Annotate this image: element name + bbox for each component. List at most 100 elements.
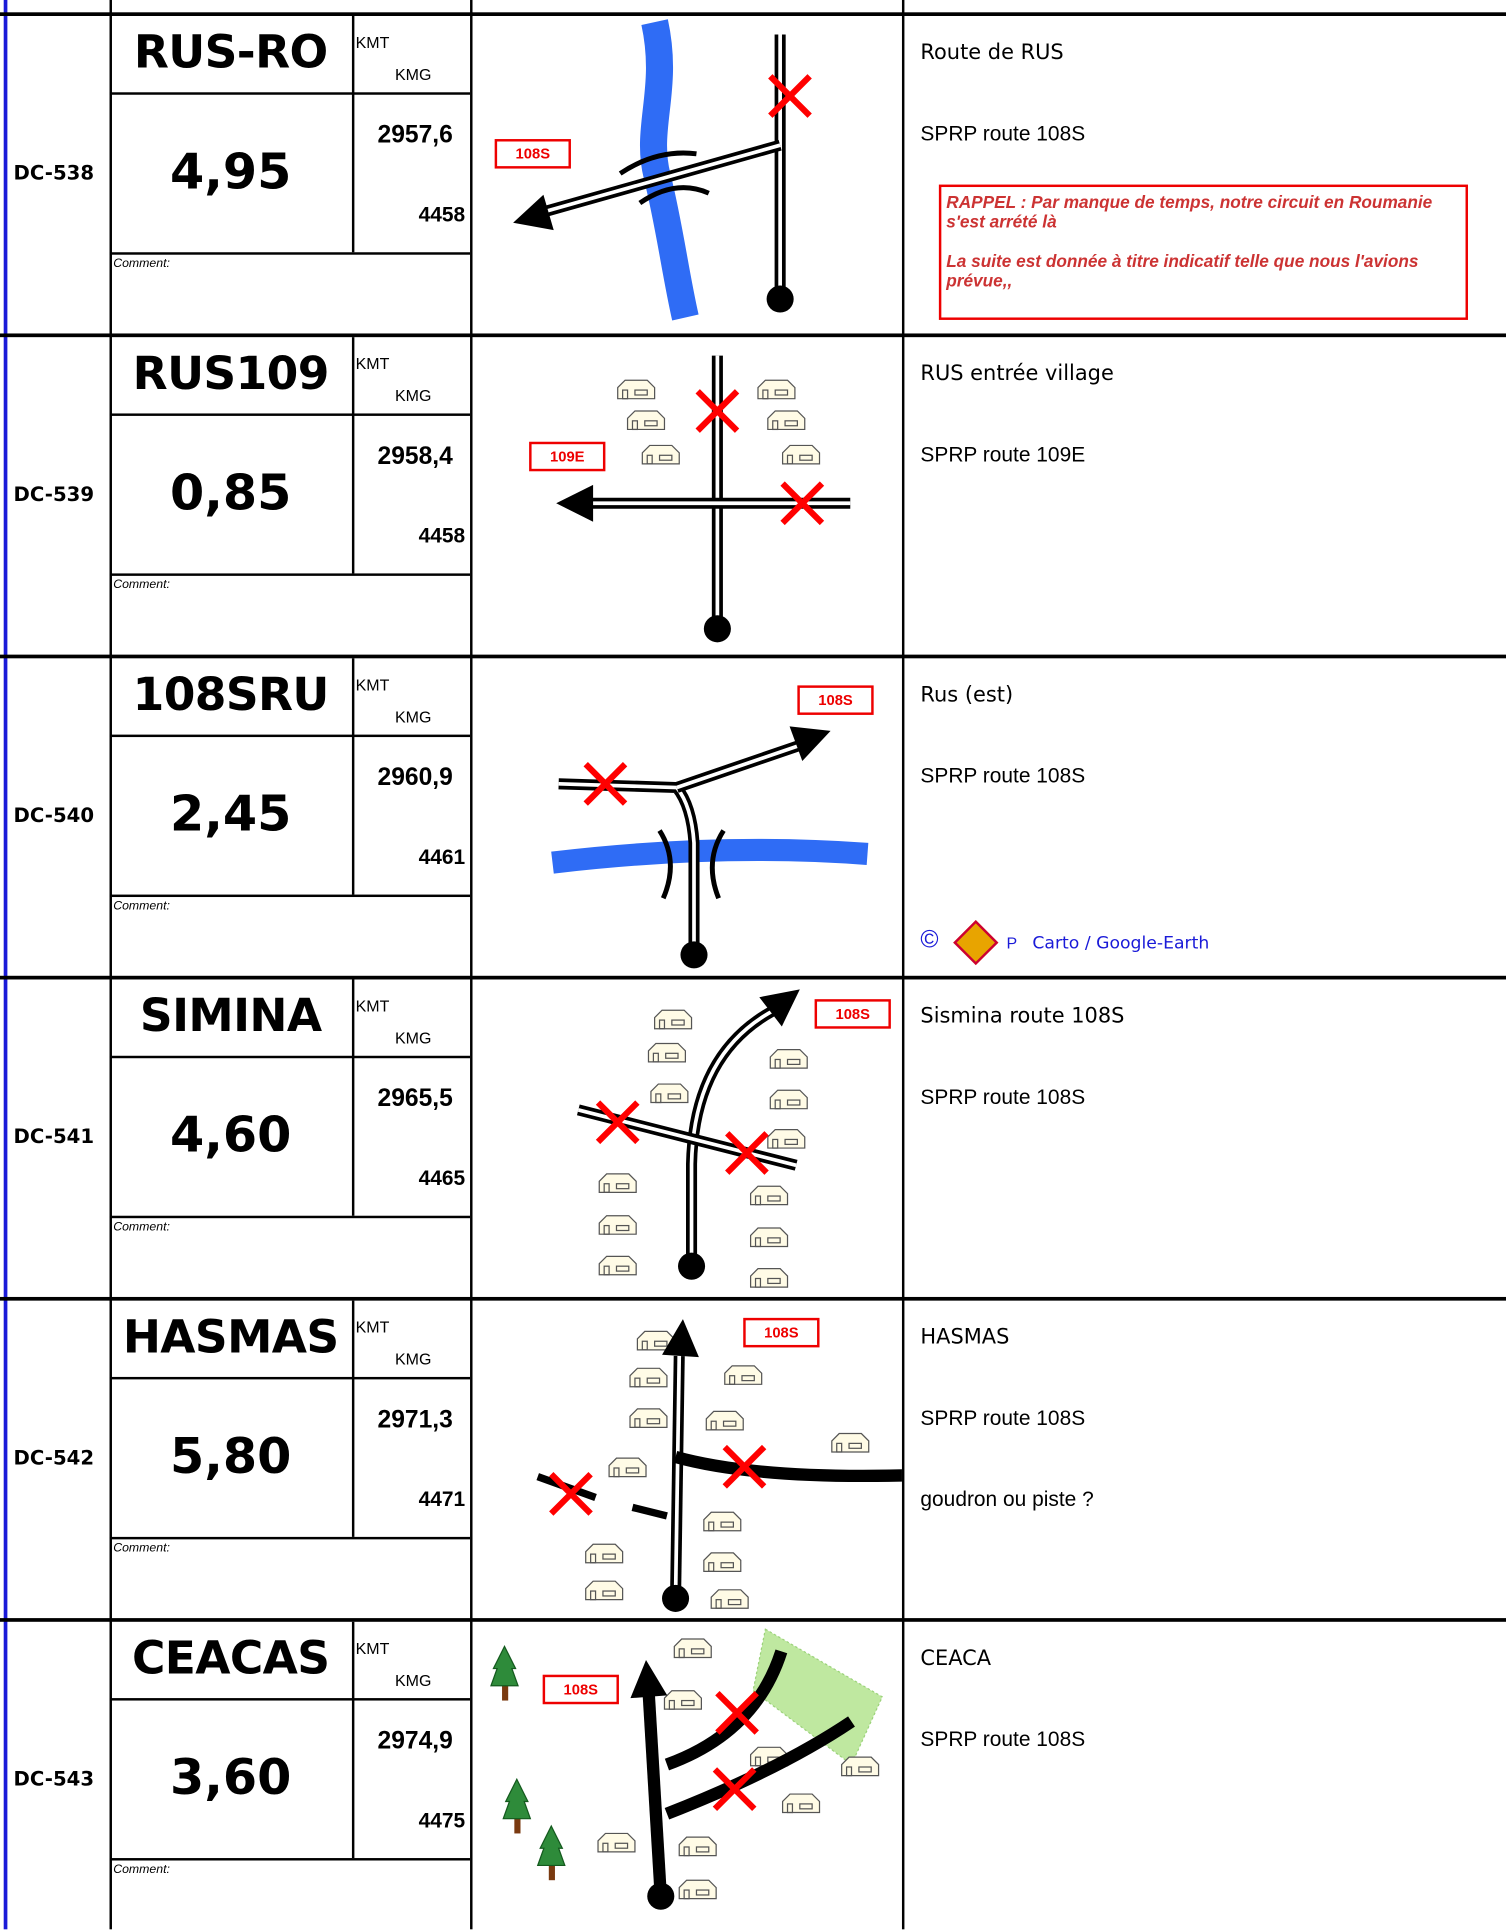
note: SPRP route 108S xyxy=(920,1406,1086,1430)
arrow-head xyxy=(759,989,800,1027)
house-window xyxy=(658,454,673,461)
entry-id: DC-541 xyxy=(13,1124,95,1149)
house-door xyxy=(683,1846,690,1857)
cell-line xyxy=(109,1215,471,1219)
distance: 0,85 xyxy=(169,465,292,522)
cell-line xyxy=(351,979,355,1216)
house-door xyxy=(602,1842,609,1853)
credit-symbol: © xyxy=(920,926,939,954)
road-label: 108S xyxy=(814,999,891,1029)
house-window xyxy=(767,1237,781,1244)
entry-row: DC-538 RUS-RO 4,95 KMT KMG 2957,6 4458 Comment:… xyxy=(0,12,1506,333)
bridge xyxy=(709,829,726,900)
distance: 4,60 xyxy=(169,1107,292,1165)
house-window xyxy=(646,1418,661,1425)
note: goudron ou piste ? xyxy=(920,1487,1094,1512)
river xyxy=(551,838,869,874)
house-door xyxy=(603,1224,610,1235)
road-inner xyxy=(689,1008,775,1267)
kmt-label: KMT xyxy=(355,1639,390,1658)
forest-area xyxy=(752,1628,884,1766)
tree-trunk xyxy=(548,1862,555,1881)
arrow-head xyxy=(630,1659,668,1699)
comment-label: Comment: xyxy=(113,578,170,592)
house-door xyxy=(655,1093,662,1104)
house-window xyxy=(654,1340,668,1347)
kmg-label: KMG xyxy=(394,386,432,405)
cell-line xyxy=(351,658,355,895)
house-window xyxy=(799,1803,813,1810)
entry-id: DC-543 xyxy=(13,1766,95,1791)
house-window xyxy=(722,1420,737,1427)
forbidden xyxy=(695,389,740,433)
note: HASMAS xyxy=(920,1325,1010,1350)
cell-line xyxy=(109,573,471,576)
diagram-drawing xyxy=(576,989,808,1288)
kmg-label: KMG xyxy=(394,1349,432,1369)
cell-line xyxy=(109,734,471,738)
start-dot xyxy=(678,1252,706,1280)
house-door xyxy=(774,1099,781,1110)
entry-row: DC-542 HASMAS 5,80 KMT KMG 2971,3 4471 Comment:… xyxy=(0,1296,1506,1618)
comment-label: Comment: xyxy=(113,1862,170,1877)
bridge xyxy=(657,829,673,900)
house-door xyxy=(646,454,653,465)
credit-letter: P xyxy=(1006,933,1018,953)
kmg-value: 4458 xyxy=(418,203,466,227)
start-dot xyxy=(680,941,708,969)
diagram-drawing xyxy=(513,19,812,321)
kmg-value: 4465 xyxy=(418,1166,466,1190)
forbidden xyxy=(725,1131,769,1175)
cell-line xyxy=(109,1536,471,1540)
distance: 2,45 xyxy=(169,786,292,843)
diagram-drawing xyxy=(536,1319,905,1612)
cell-line xyxy=(109,1858,471,1861)
house-window xyxy=(774,389,789,396)
tree-trunk xyxy=(514,1816,521,1834)
house-window xyxy=(786,1099,801,1106)
comment-label: Comment: xyxy=(113,1541,170,1556)
diagram-drawing xyxy=(490,1628,884,1910)
kmg-value: 4461 xyxy=(418,845,466,869)
column-line xyxy=(901,0,905,1930)
kmt-label: KMT xyxy=(355,354,390,373)
distance: 3,60 xyxy=(169,1749,292,1807)
entry-row: DC-543 CEACAS 3,60 KMT KMG 2974,9 4475 Comment:… xyxy=(0,1618,1506,1929)
bridge xyxy=(618,150,697,176)
kmt-value: 2960,9 xyxy=(377,764,453,792)
house-door xyxy=(754,1195,762,1206)
forbidden xyxy=(722,1444,767,1489)
road xyxy=(673,1450,905,1483)
cell-line xyxy=(109,252,471,255)
waypoint-code: RUS-RO xyxy=(133,25,328,79)
house-door xyxy=(590,1590,597,1601)
start-dot xyxy=(662,1584,690,1612)
house-door xyxy=(634,1377,641,1388)
house-window xyxy=(720,1562,734,1569)
house-door xyxy=(631,420,639,431)
distance: 4,95 xyxy=(169,143,292,201)
house-window xyxy=(767,1277,781,1285)
house-door xyxy=(622,389,629,400)
house-door xyxy=(668,1699,675,1710)
house-door xyxy=(652,1052,659,1063)
note: Route de RUS xyxy=(920,40,1064,66)
kmg-label: KMG xyxy=(394,65,432,84)
house-door xyxy=(641,1340,648,1351)
diagram: 108S xyxy=(473,16,902,333)
house-door xyxy=(772,1138,779,1149)
kmg-value: 4458 xyxy=(418,524,466,548)
cell-line xyxy=(109,894,471,898)
cell-line xyxy=(351,1621,355,1859)
house-window xyxy=(799,454,813,461)
house-window xyxy=(727,1599,742,1606)
bridge xyxy=(638,185,710,206)
road-label: 108S xyxy=(542,1674,619,1705)
tree-crown xyxy=(490,1645,519,1687)
distance: 5,80 xyxy=(169,1428,292,1486)
house-window xyxy=(644,420,658,427)
house-door xyxy=(786,454,794,465)
kmt-value: 2974,9 xyxy=(377,1727,453,1755)
arrow-head xyxy=(789,726,831,761)
